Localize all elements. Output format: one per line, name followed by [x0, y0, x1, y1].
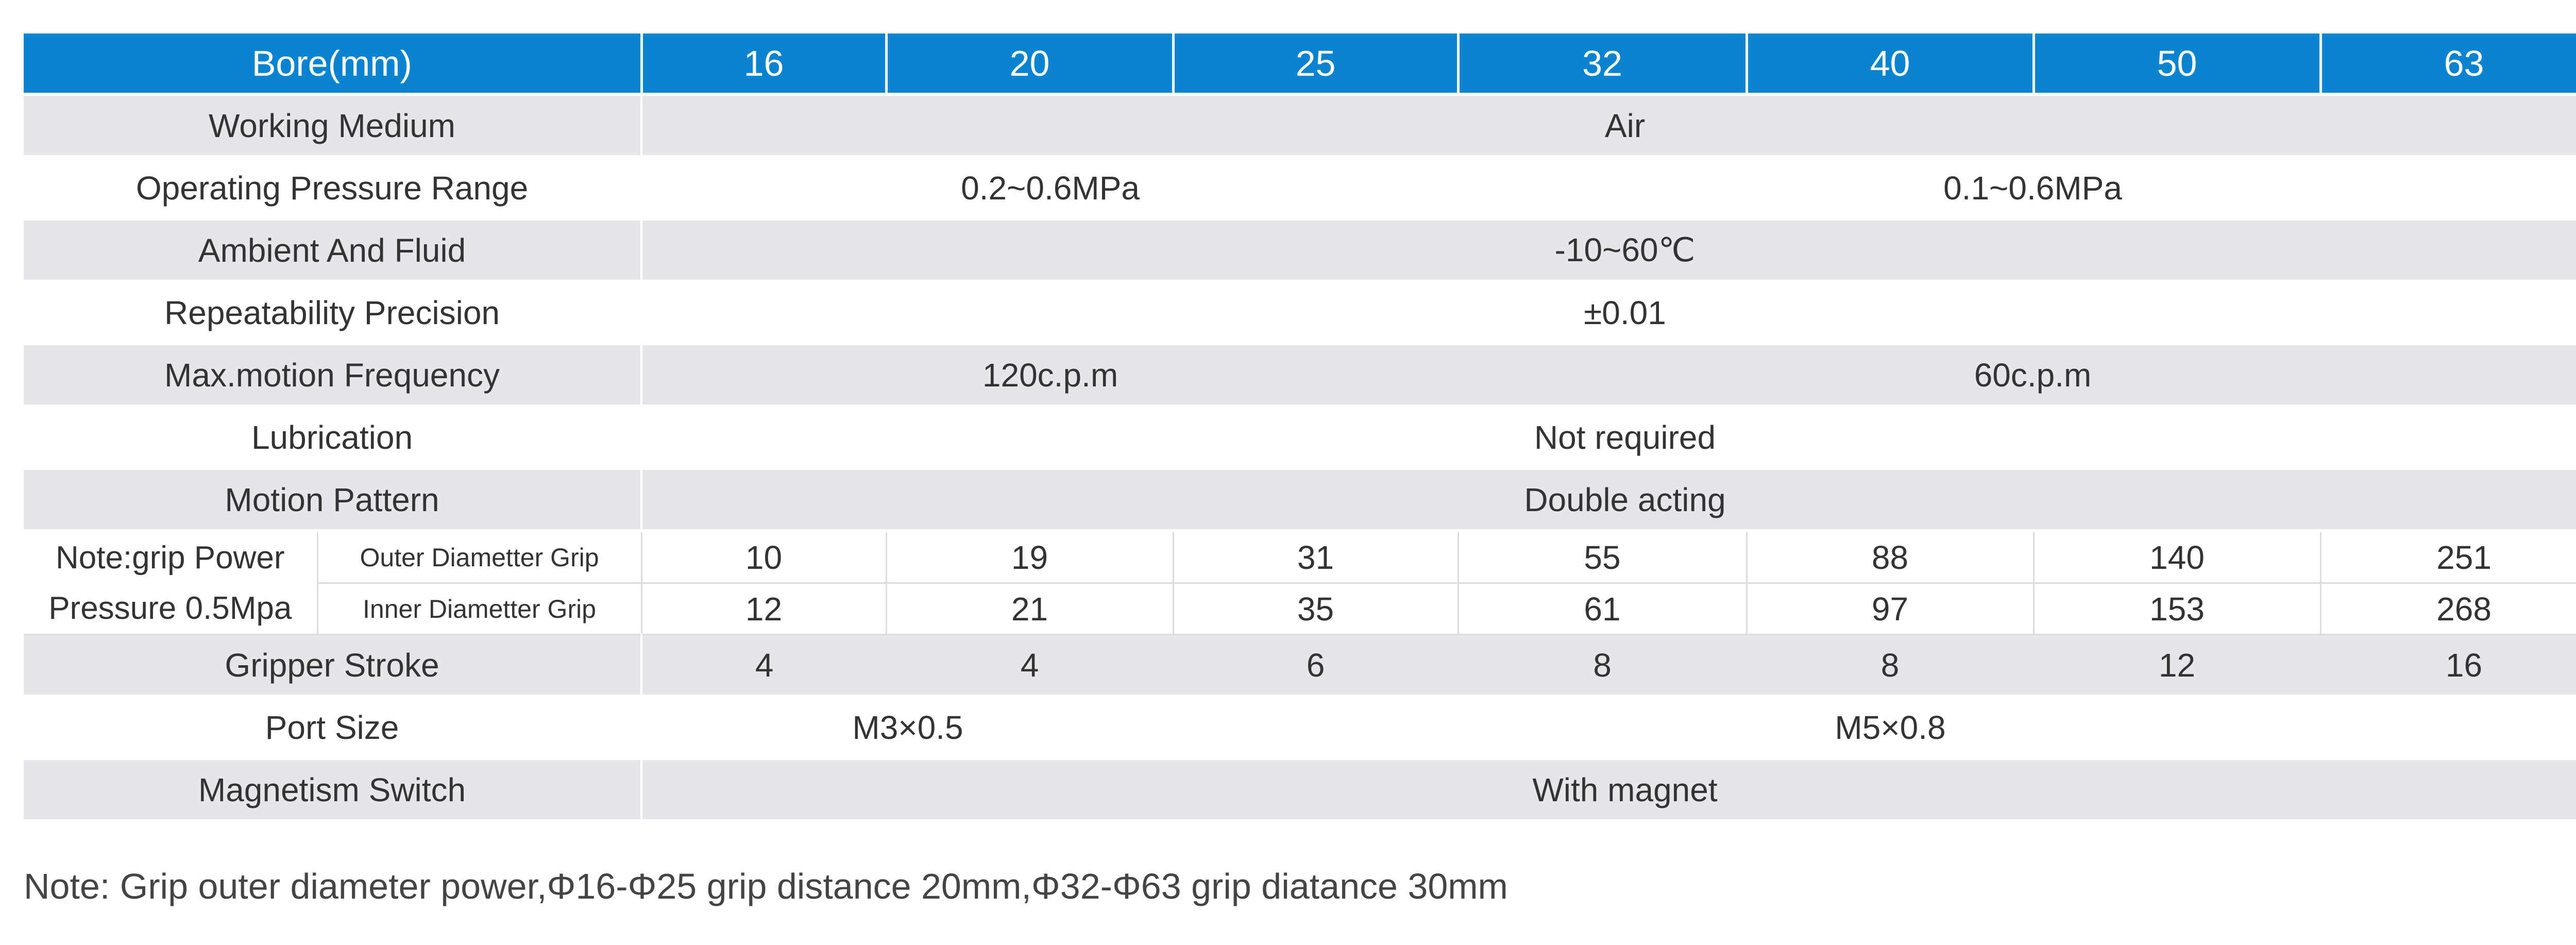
cell: M5×0.8 — [1173, 696, 2576, 760]
spec-row: Motion Pattern Double acting — [24, 468, 2576, 532]
cell: Air — [641, 94, 2576, 158]
cell: 97 — [1745, 583, 2035, 635]
cell: Not required — [641, 406, 2576, 470]
cell: 35 — [1172, 583, 1459, 635]
spec-row: Repeatability Precision ±0.01 — [24, 281, 2576, 345]
grip-sublabel: Outer Diametter Grip — [316, 531, 642, 584]
grip-label-line: Note:grip Power — [55, 539, 285, 576]
cell: 60c.p.m — [1458, 344, 2576, 408]
spec-table: Bore(mm) 16 20 25 32 40 50 63 Working Medium Air O… — [24, 33, 2576, 822]
cell: 120c.p.m — [641, 344, 1459, 408]
cell: 61 — [1457, 583, 1748, 635]
header-cell: 40 — [1747, 33, 2035, 96]
grip-sublabel: Inner Diametter Grip — [316, 583, 642, 635]
spec-row: Magnetism Switch With magnet — [24, 758, 2576, 822]
header-cell: 16 — [641, 33, 888, 96]
cell: 10 — [640, 531, 887, 584]
row-label: Port Size — [24, 696, 643, 760]
row-label: Working Medium — [24, 94, 643, 158]
cell: 0.2~0.6MPa — [641, 157, 1459, 221]
cell: With magnet — [641, 758, 2576, 822]
header-row: Bore(mm) 16 20 25 32 40 50 63 — [24, 33, 2576, 96]
row-label: Motion Pattern — [24, 468, 643, 532]
row-label: Ambient And Fluid — [24, 219, 643, 283]
row-label: Lubrication — [24, 406, 643, 470]
header-cell: 63 — [2320, 33, 2576, 96]
header-cell: 32 — [1458, 33, 1748, 96]
grip-row: Note:grip Power Pressure 0.5Mpa Outer Diam… — [24, 531, 2576, 635]
grip-row: Inner Diametter Grip 12 21 35 61 97 153 268 — [24, 583, 2576, 635]
cell: 21 — [885, 583, 1174, 635]
spec-row: Lubrication Not required — [24, 406, 2576, 470]
cell: 55 — [1457, 531, 1748, 584]
cell: 4 — [641, 634, 887, 698]
cell: 6 — [1173, 634, 1459, 698]
header-cell: 50 — [2033, 33, 2322, 96]
spec-row: Max.motion Frequency 120c.p.m 60c.p.m — [24, 344, 2576, 408]
cell: 251 — [2319, 531, 2576, 584]
cell: M3×0.5 — [641, 696, 1174, 760]
header-cell: 20 — [886, 33, 1175, 96]
cell: 12 — [2033, 634, 2321, 698]
row-label: Repeatability Precision — [24, 281, 643, 345]
spec-row: Operating Pressure Range 0.2~0.6MPa 0.1~0.… — [24, 157, 2576, 221]
cell: 4 — [886, 634, 1174, 698]
row-label: Operating Pressure Range — [24, 157, 643, 221]
row-label: Magnetism Switch — [24, 758, 643, 822]
header-cell: 25 — [1173, 33, 1460, 96]
cell: 8 — [1458, 634, 1747, 698]
table-body: Bore(mm) 16 20 25 32 40 50 63 Working Medium Air O… — [24, 33, 2576, 822]
cell: 12 — [640, 583, 887, 635]
cell: 19 — [885, 531, 1174, 584]
cell: 16 — [2320, 634, 2576, 698]
cell: 0.1~0.6MPa — [1458, 157, 2576, 221]
spec-row: Working Medium Air — [24, 94, 2576, 158]
cell: 88 — [1745, 531, 2035, 584]
header-cell: Bore(mm) — [24, 33, 643, 96]
row-label: Max.motion Frequency — [24, 344, 643, 408]
footnote: Note: Grip outer diameter power,Φ16-Φ25 … — [24, 866, 1508, 906]
spec-row: Ambient And Fluid -10~60℃ — [24, 219, 2576, 283]
grip-label: Note:grip Power Pressure 0.5Mpa — [24, 531, 318, 635]
spec-row: Port Size M3×0.5 M5×0.8 — [24, 696, 2576, 760]
cell: 140 — [2032, 531, 2321, 584]
cell: 31 — [1172, 531, 1459, 584]
cell: ±0.01 — [641, 281, 2576, 345]
cell: -10~60℃ — [641, 219, 2576, 283]
cell: 8 — [1747, 634, 2034, 698]
grip-label-line: Pressure 0.5Mpa — [48, 590, 292, 626]
row-label: Gripper Stroke — [24, 634, 643, 698]
cell: 268 — [2319, 583, 2576, 635]
spec-row: Gripper Stroke 4 4 6 8 8 12 16 — [24, 634, 2576, 698]
cell: Double acting — [641, 468, 2576, 532]
cell: 153 — [2032, 583, 2321, 635]
